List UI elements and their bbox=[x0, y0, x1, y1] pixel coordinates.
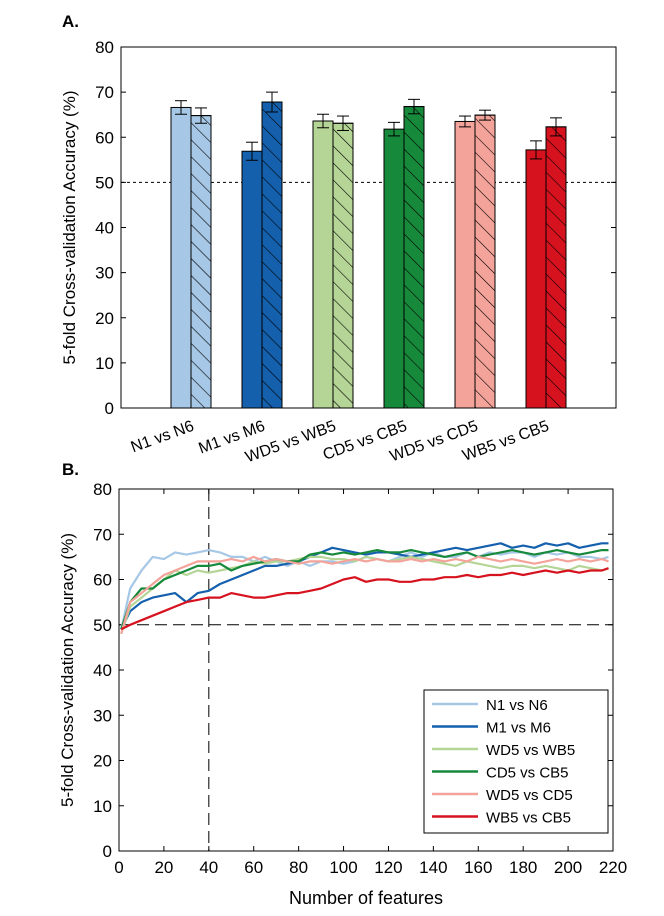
x-tick-label: 160 bbox=[464, 858, 492, 877]
y-tick-label: 10 bbox=[93, 797, 112, 816]
y-tick-label: 40 bbox=[93, 661, 112, 680]
bar-solid bbox=[525, 149, 547, 409]
y-axis-label: 5-fold Cross-validation Accuracy (%) bbox=[58, 533, 77, 807]
x-tick-label: 40 bbox=[199, 858, 218, 877]
bar-hatch-overlay bbox=[403, 106, 425, 409]
bar-solid bbox=[241, 150, 263, 409]
x-tick-label: 220 bbox=[599, 858, 627, 877]
series-line-2 bbox=[120, 555, 609, 635]
x-axis-label: Number of features bbox=[289, 888, 443, 908]
bar-hatch-overlay bbox=[332, 122, 354, 409]
x-tick-label: 0 bbox=[114, 858, 123, 877]
panel-label-a: A. bbox=[62, 12, 79, 31]
legend-label: WD5 vs CD5 bbox=[486, 787, 573, 804]
y-tick-label: 10 bbox=[95, 354, 114, 373]
x-tick-label: 60 bbox=[244, 858, 263, 877]
y-tick-label: 60 bbox=[93, 571, 112, 590]
y-tick-label: 80 bbox=[93, 480, 112, 499]
panel-label-b: B. bbox=[62, 460, 79, 479]
y-tick-label: 50 bbox=[93, 616, 112, 635]
legend-label: M1 vs M6 bbox=[486, 720, 551, 737]
y-tick-label: 50 bbox=[95, 173, 114, 192]
legend-box bbox=[423, 689, 609, 834]
y-axis-label: 5-fold Cross-validation Accuracy (%) bbox=[60, 91, 79, 365]
x-tick-label: 80 bbox=[289, 858, 308, 877]
y-tick-label: 70 bbox=[93, 525, 112, 544]
series-line-1 bbox=[120, 542, 609, 630]
x-tick-label: 140 bbox=[419, 858, 447, 877]
y-tick-label: 20 bbox=[93, 752, 112, 771]
y-tick-label: 40 bbox=[95, 219, 114, 238]
bar-solid bbox=[170, 106, 192, 409]
y-tick-label: 70 bbox=[95, 83, 114, 102]
bar-hatch-overlay bbox=[261, 101, 283, 409]
x-tick-label: 20 bbox=[154, 858, 173, 877]
x-tick-label: N1 vs N6 bbox=[129, 418, 197, 457]
legend-label: WB5 vs CB5 bbox=[486, 810, 571, 827]
bar-hatch-overlay bbox=[190, 115, 212, 409]
y-tick-label: 30 bbox=[95, 264, 114, 283]
bar-solid bbox=[454, 120, 476, 409]
y-tick-label: 60 bbox=[95, 128, 114, 147]
y-tick-label: 0 bbox=[103, 842, 112, 861]
plot-frame bbox=[120, 46, 617, 409]
bar-hatch-overlay bbox=[545, 126, 567, 409]
plot-frame bbox=[118, 488, 614, 852]
bar-solid bbox=[383, 128, 405, 409]
legend-label: WD5 vs WB5 bbox=[486, 742, 575, 759]
series-line-5 bbox=[120, 567, 609, 631]
y-tick-label: 0 bbox=[105, 399, 114, 418]
x-tick-label: 100 bbox=[329, 858, 357, 877]
series-line-3 bbox=[120, 548, 609, 630]
bar-hatch-overlay bbox=[474, 114, 496, 409]
x-tick-label: 200 bbox=[554, 858, 582, 877]
y-tick-label: 30 bbox=[93, 706, 112, 725]
bar-solid bbox=[312, 120, 334, 409]
x-tick-label: 120 bbox=[374, 858, 402, 877]
panel-a-bar-chart: A. 0 10 20 30 40 50 60 70 80 5-fold Cross-validati… bbox=[60, 12, 617, 466]
legend-label: CD5 vs CB5 bbox=[486, 765, 569, 782]
panel-b-line-chart: B. 0 10 20 30 40 50 60 70 80 0 20 40 60 80 100 120 140 160… bbox=[58, 460, 627, 908]
x-tick-label: 180 bbox=[509, 858, 537, 877]
series-line-4 bbox=[120, 555, 609, 635]
legend-label: N1 vs N6 bbox=[486, 697, 548, 714]
y-tick-label: 20 bbox=[95, 309, 114, 328]
y-tick-label: 80 bbox=[95, 38, 114, 57]
